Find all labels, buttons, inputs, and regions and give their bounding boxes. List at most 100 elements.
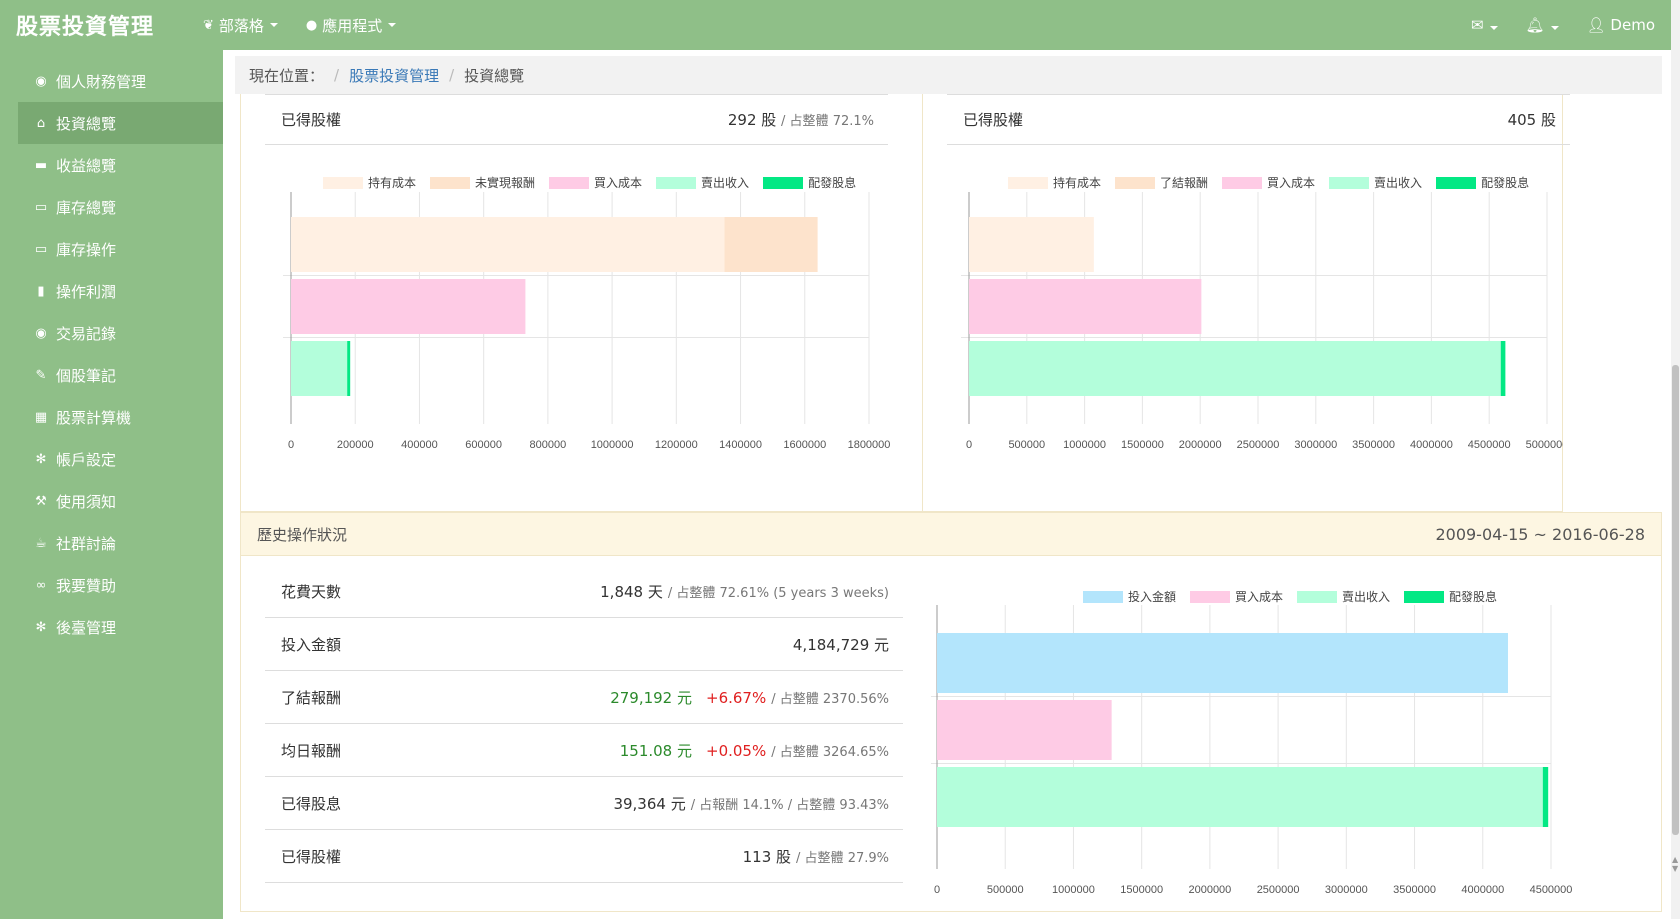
- caret-down-icon: [1489, 26, 1498, 30]
- sidebar-item[interactable]: ▦ 股票計算機: [0, 396, 222, 438]
- sidebar: ◉ 個人財務管理 ⌂ 投資總覽 ▬ 收益總覽 ▭ 庫存總覽 ▭ 庫存操作 ▮ 操作利潤 ◉ 交易記錄 ✎ 個股…: [0, 50, 223, 919]
- user-menu[interactable]: 👤︎ Demo: [1587, 16, 1655, 34]
- history-row-label: 已得股息: [281, 794, 342, 813]
- x-tick-label: 3500000: [1352, 439, 1395, 451]
- history-row-value-wrap: 151.08 元 +0.05% / 占整體 3264.65%: [620, 740, 903, 761]
- sidebar-item[interactable]: ▮ 操作利潤: [0, 270, 222, 312]
- history-row-label: 已得股權: [281, 847, 342, 866]
- leaf-icon: ❦: [203, 17, 214, 33]
- legend-item[interactable]: 賣出收入: [1329, 174, 1422, 191]
- top-navbar: 股票投資管理 ❦ 部落格 ● 應用程式 ✉ 🔔︎ 👤︎ Demo: [0, 0, 1671, 50]
- right-shares-value: 405 股: [1507, 111, 1556, 129]
- legend-item[interactable]: 買入成本: [1190, 588, 1283, 605]
- sidebar-item[interactable]: ▭ 庫存操作: [0, 228, 222, 270]
- eye-icon: ◉: [35, 73, 47, 89]
- sidebar-item[interactable]: ☕︎ 社群討論: [0, 522, 222, 564]
- legend-label: 配發股息: [808, 176, 857, 190]
- sidebar-item-label: 股票計算機: [56, 408, 132, 427]
- x-tick-label: 400000: [401, 439, 438, 451]
- legend-item[interactable]: 投入金額: [1083, 588, 1176, 605]
- history-row-percent: +0.05%: [706, 741, 767, 760]
- sidebar-item-label: 庫存操作: [56, 240, 117, 259]
- navbar-right: ✉ 🔔︎ 👤︎ Demo: [1471, 0, 1655, 50]
- legend-swatch: [1404, 590, 1445, 603]
- legend-label: 未實現報酬: [475, 176, 536, 190]
- legend-item[interactable]: 配發股息: [1404, 588, 1497, 605]
- sidebar-item[interactable]: ◉ 交易記錄: [0, 312, 222, 354]
- sidebar-item-label: 投資總覽: [56, 114, 117, 133]
- sidebar-item[interactable]: ⌂ 投資總覽: [18, 102, 223, 144]
- history-stacked-bar-chart: 0 500000 1000000 1500000 2000000 2500000 30000…: [931, 605, 1572, 896]
- divider: [947, 94, 1570, 95]
- x-tick-label: 3500000: [1393, 884, 1436, 896]
- legend-label: 配發股息: [1449, 590, 1498, 604]
- history-row-label: 均日報酬: [281, 741, 342, 760]
- breadcrumb-link[interactable]: 股票投資管理: [349, 66, 440, 85]
- history-panel-header: 歷史操作狀況 2009-04-15 ~ 2016-06-28: [241, 513, 1661, 556]
- legend-item[interactable]: 賣出收入: [656, 174, 749, 191]
- legend-item[interactable]: 買入成本: [1222, 174, 1315, 191]
- history-row-value-wrap: 39,364 元 / 占報酬 14.1% / 占整體 93.43%: [613, 793, 903, 814]
- sidebar-item[interactable]: ⚒ 使用須知: [0, 480, 222, 522]
- envelope-menu[interactable]: ✉: [1471, 16, 1498, 34]
- history-row-label: 了結報酬: [281, 688, 342, 707]
- left-shares-value: 292 股: [727, 111, 777, 129]
- main-content: 現在位置： / 股票投資管理 / 投資總覽 已得股權 292 股 / 占整體 7…: [223, 50, 1671, 919]
- bar-segment: [937, 700, 1112, 760]
- divider: [265, 94, 888, 95]
- inbox-icon: ▭: [34, 199, 48, 215]
- legend-item[interactable]: 配發股息: [763, 174, 856, 191]
- x-tick-label: 4000000: [1461, 884, 1504, 896]
- brand-title[interactable]: 股票投資管理: [16, 15, 155, 40]
- legend-swatch: [323, 176, 363, 189]
- x-tick-label: 500000: [987, 884, 1024, 896]
- bell-icon: 🔔︎: [1525, 16, 1545, 34]
- sidebar-item-label: 社群討論: [56, 534, 117, 553]
- x-tick-label: 2500000: [1257, 884, 1300, 896]
- nav-apps-menu[interactable]: ● 應用程式: [306, 15, 397, 36]
- legend-item[interactable]: 了結報酬: [1115, 174, 1208, 191]
- breadcrumb-separator: /: [449, 66, 455, 84]
- bar-segment: [969, 217, 1094, 272]
- legend-item[interactable]: 賣出收入: [1297, 588, 1390, 605]
- sidebar-item[interactable]: ✻ 帳戶設定: [0, 438, 222, 480]
- legend-item[interactable]: 配發股息: [1436, 174, 1529, 191]
- calculator-icon: ▦: [34, 409, 48, 425]
- sidebar-item[interactable]: ▬ 收益總覽: [0, 144, 222, 186]
- gavel-icon: ⚒: [35, 493, 47, 509]
- breadcrumb-separator: /: [334, 66, 340, 84]
- history-row-value: 279,192 元: [610, 688, 692, 707]
- bar-segment: [937, 767, 1543, 827]
- x-tick-label: 3000000: [1325, 884, 1368, 896]
- scrollbar[interactable]: ▲ ▼: [1671, 0, 1680, 919]
- history-row-note: / 占整體 27.9%: [796, 850, 889, 866]
- legend-item[interactable]: 買入成本: [549, 174, 642, 191]
- user-icon: 👤︎: [1586, 16, 1606, 34]
- legend-item[interactable]: 未實現報酬: [430, 174, 535, 191]
- sidebar-item[interactable]: ▭ 庫存總覽: [0, 186, 222, 228]
- scrollbar-thumb[interactable]: [1672, 365, 1679, 835]
- sidebar-item[interactable]: ∞ 我要贊助: [0, 564, 222, 606]
- sidebar-item-label: 後臺管理: [56, 618, 117, 637]
- legend-label: 持有成本: [1053, 176, 1102, 190]
- sidebar-item[interactable]: ✎ 個股筆記: [0, 354, 222, 396]
- legend-item[interactable]: 持有成本: [1008, 174, 1101, 191]
- legend-swatch: [1115, 176, 1156, 189]
- sidebar-item[interactable]: ◉ 個人財務管理: [0, 60, 222, 102]
- legend-item[interactable]: 持有成本: [323, 174, 416, 191]
- bell-menu[interactable]: 🔔︎: [1526, 16, 1559, 34]
- sidebar-item[interactable]: ✻ 後臺管理: [0, 606, 222, 648]
- bar-segment: [291, 341, 348, 396]
- x-tick-label: 4000000: [1410, 439, 1453, 451]
- caret-down-icon: [1550, 26, 1559, 30]
- history-row: 均日報酬 151.08 元 +0.05% / 占整體 3264.65%: [265, 724, 903, 777]
- legend-label: 投入金額: [1128, 590, 1177, 604]
- sidebar-item-label: 帳戶設定: [56, 450, 117, 469]
- x-tick-label: 1000000: [591, 439, 634, 451]
- nav-blog-menu[interactable]: ❦ 部落格: [203, 15, 278, 36]
- bar-segment: [1500, 341, 1506, 396]
- scroll-arrow-icon[interactable]: ▲ ▼: [1672, 855, 1679, 873]
- sidebar-list: ◉ 個人財務管理 ⌂ 投資總覽 ▬ 收益總覽 ▭ 庫存總覽 ▭ 庫存操作 ▮ 操作利潤 ◉ 交易記錄 ✎ 個股…: [0, 50, 223, 648]
- legend-swatch: [763, 176, 804, 189]
- sidebar-item-label: 個股筆記: [56, 366, 117, 385]
